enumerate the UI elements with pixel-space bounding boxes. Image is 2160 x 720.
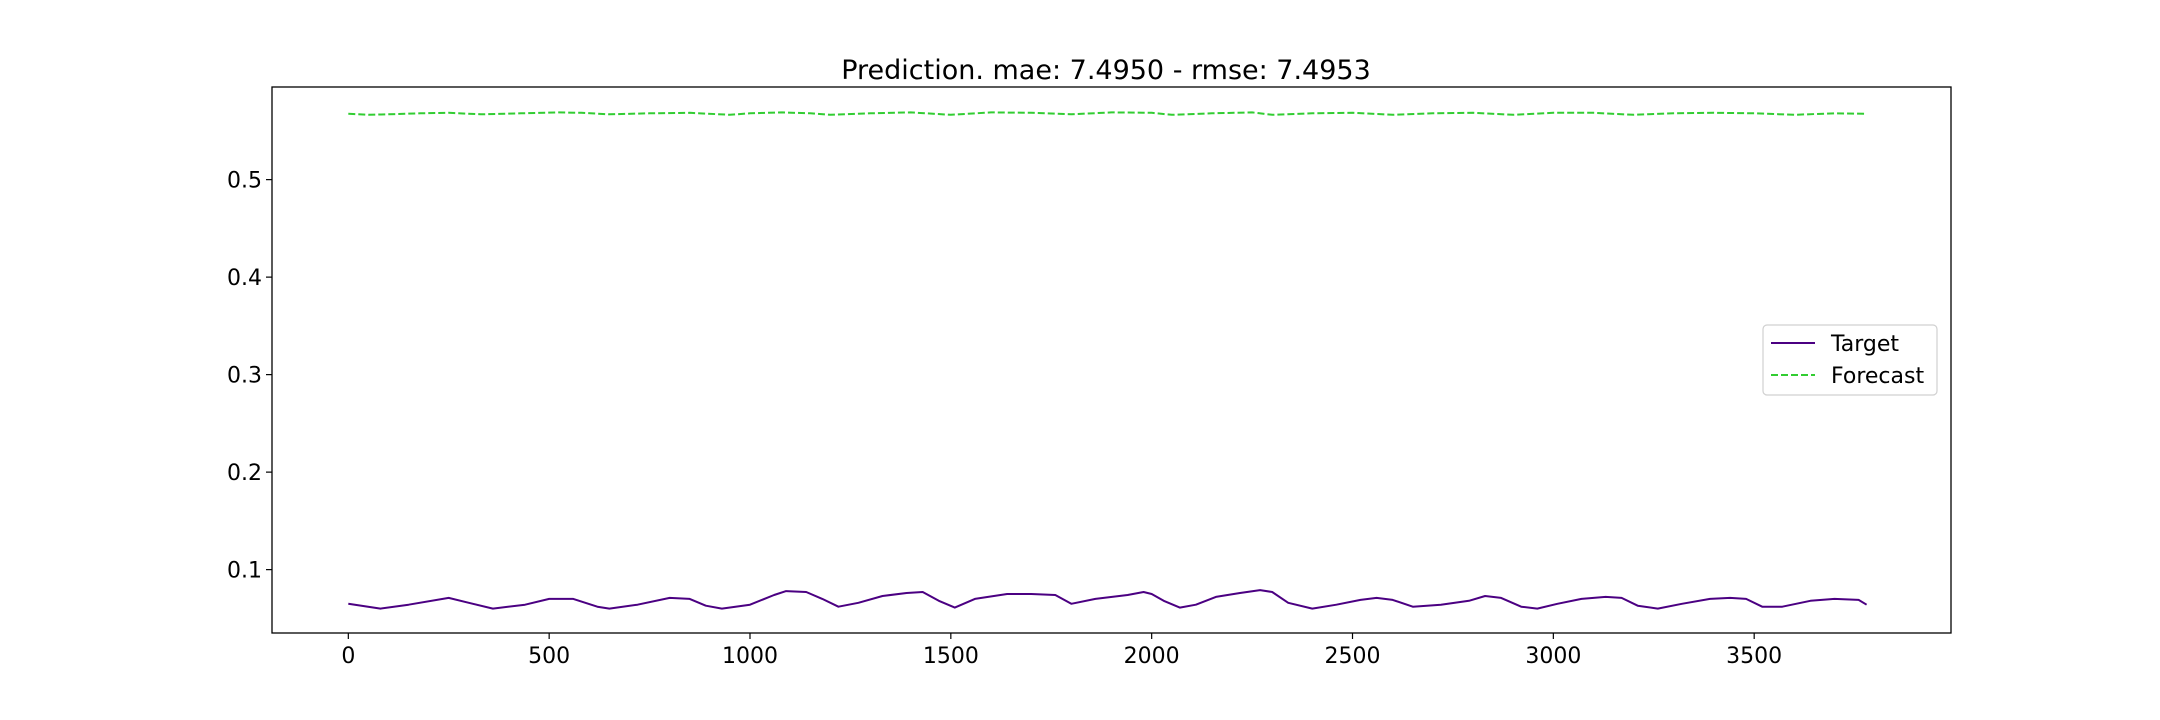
series-line-target: [348, 590, 1866, 609]
y-tick-label: 0.1: [227, 559, 262, 584]
x-tick-label: 500: [528, 644, 570, 669]
x-tick-label: 1500: [923, 644, 979, 669]
x-tick-label: 3000: [1525, 644, 1581, 669]
y-tick-label: 0.2: [227, 461, 262, 486]
x-axis: 0 500 1000 1500 2000 2500 3000 3500: [341, 633, 1782, 669]
x-tick-label: 3500: [1726, 644, 1782, 669]
y-tick-label: 0.4: [227, 266, 262, 291]
x-tick-label: 1000: [722, 644, 778, 669]
legend-label-target: Target: [1830, 332, 1899, 357]
x-tick-label: 2000: [1124, 644, 1180, 669]
plot-area: [272, 87, 1951, 633]
y-tick-label: 0.3: [227, 364, 262, 389]
x-tick-label: 0: [341, 644, 355, 669]
plot-frame: [272, 87, 1951, 633]
legend-label-forecast: Forecast: [1831, 364, 1924, 389]
x-tick-label: 2500: [1325, 644, 1381, 669]
legend: Target Forecast: [1763, 325, 1937, 395]
chart-title: Prediction. mae: 7.4950 - rmse: 7.4953: [841, 55, 1371, 86]
series-line-forecast: [348, 112, 1866, 114]
y-tick-label: 0.5: [227, 169, 262, 194]
y-axis: 0.1 0.2 0.3 0.4 0.5: [227, 169, 272, 584]
